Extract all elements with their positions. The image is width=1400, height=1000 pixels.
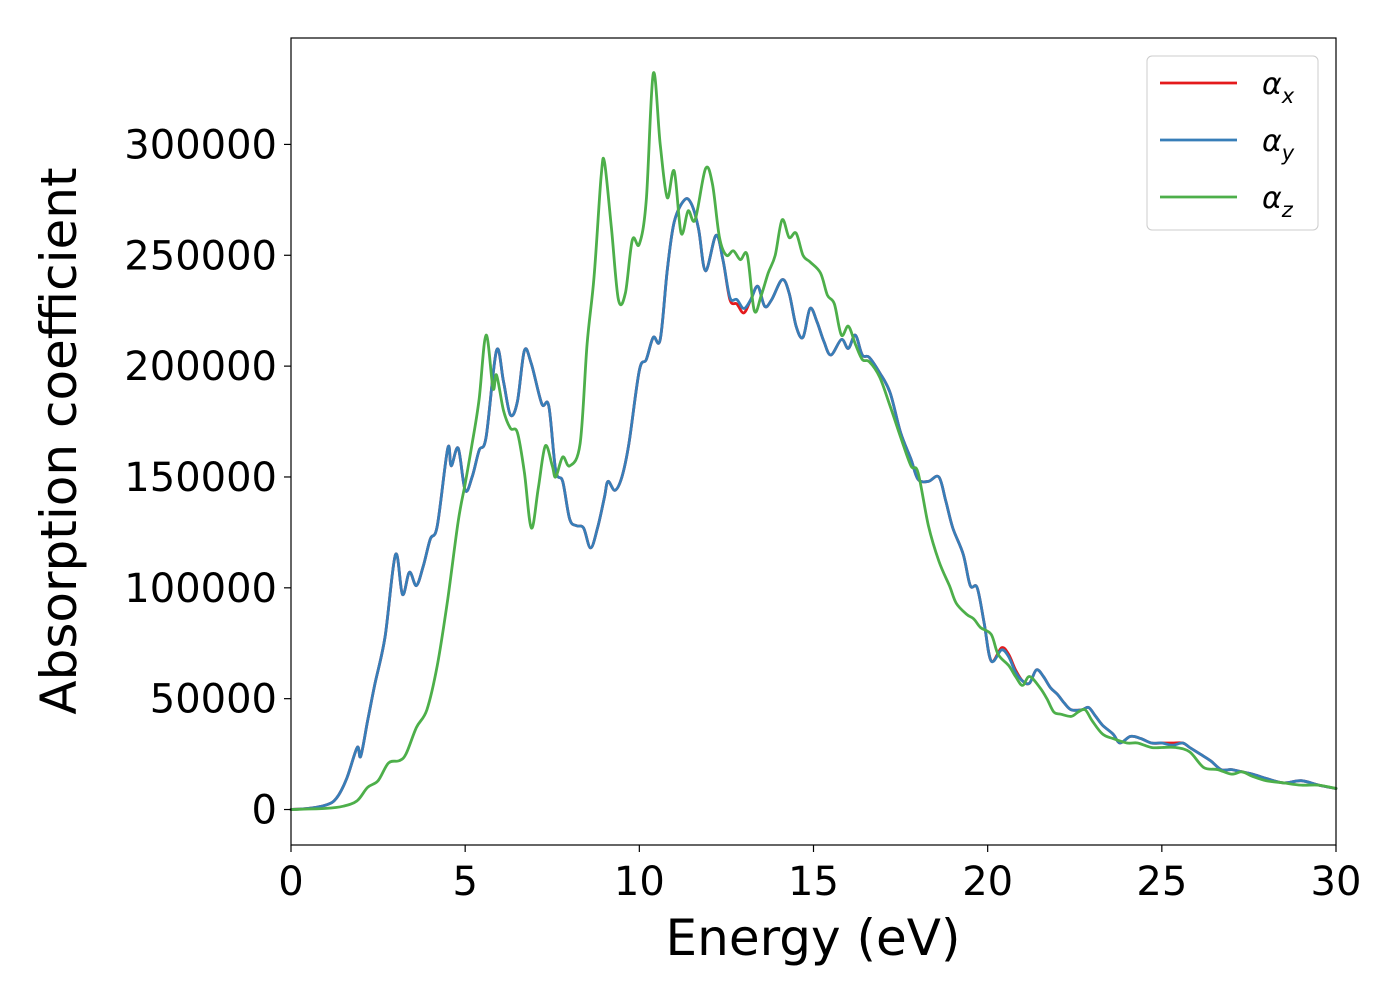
- y-tick-label: 200000: [124, 344, 277, 390]
- legend-label-symbol: α: [1262, 124, 1282, 159]
- legend-label-y: αy: [1262, 124, 1295, 165]
- legend-label-symbol: α: [1262, 181, 1282, 216]
- series-layer: [289, 71, 1338, 811]
- x-tick-label: 25: [1136, 859, 1187, 905]
- y-tick-label: 100000: [124, 566, 277, 612]
- y-tick-label: 50000: [150, 677, 277, 723]
- x-axis-title: Energy (eV): [666, 909, 961, 967]
- series-line-z: [289, 71, 1338, 811]
- legend-label-symbol: α: [1262, 67, 1282, 102]
- legend-label-subscript: z: [1281, 198, 1294, 222]
- y-tick-label: 300000: [124, 122, 277, 168]
- legend-label-subscript: x: [1281, 84, 1295, 108]
- y-axis: 0 50000 100000 150000 200000 250000 300000: [124, 122, 291, 834]
- legend-label-z: αz: [1262, 181, 1294, 222]
- y-axis-title: Absorption coefficient: [30, 167, 88, 714]
- y-tick-label: 250000: [124, 233, 277, 279]
- legend-label-subscript: y: [1281, 141, 1295, 165]
- y-tick-label: 0: [252, 788, 277, 834]
- legend-label-x: αx: [1262, 67, 1295, 108]
- legend-frame: [1146, 55, 1319, 231]
- y-tick-label: 150000: [124, 455, 277, 501]
- series-line-y: [289, 197, 1338, 811]
- x-tick-label: 0: [278, 859, 303, 905]
- x-axis: 0 5 10 15 20 25 30: [278, 845, 1361, 905]
- x-tick-label: 30: [1311, 859, 1362, 905]
- x-tick-label: 20: [962, 859, 1013, 905]
- x-tick-label: 5: [452, 859, 477, 905]
- x-tick-label: 10: [614, 859, 665, 905]
- x-tick-label: 15: [788, 859, 839, 905]
